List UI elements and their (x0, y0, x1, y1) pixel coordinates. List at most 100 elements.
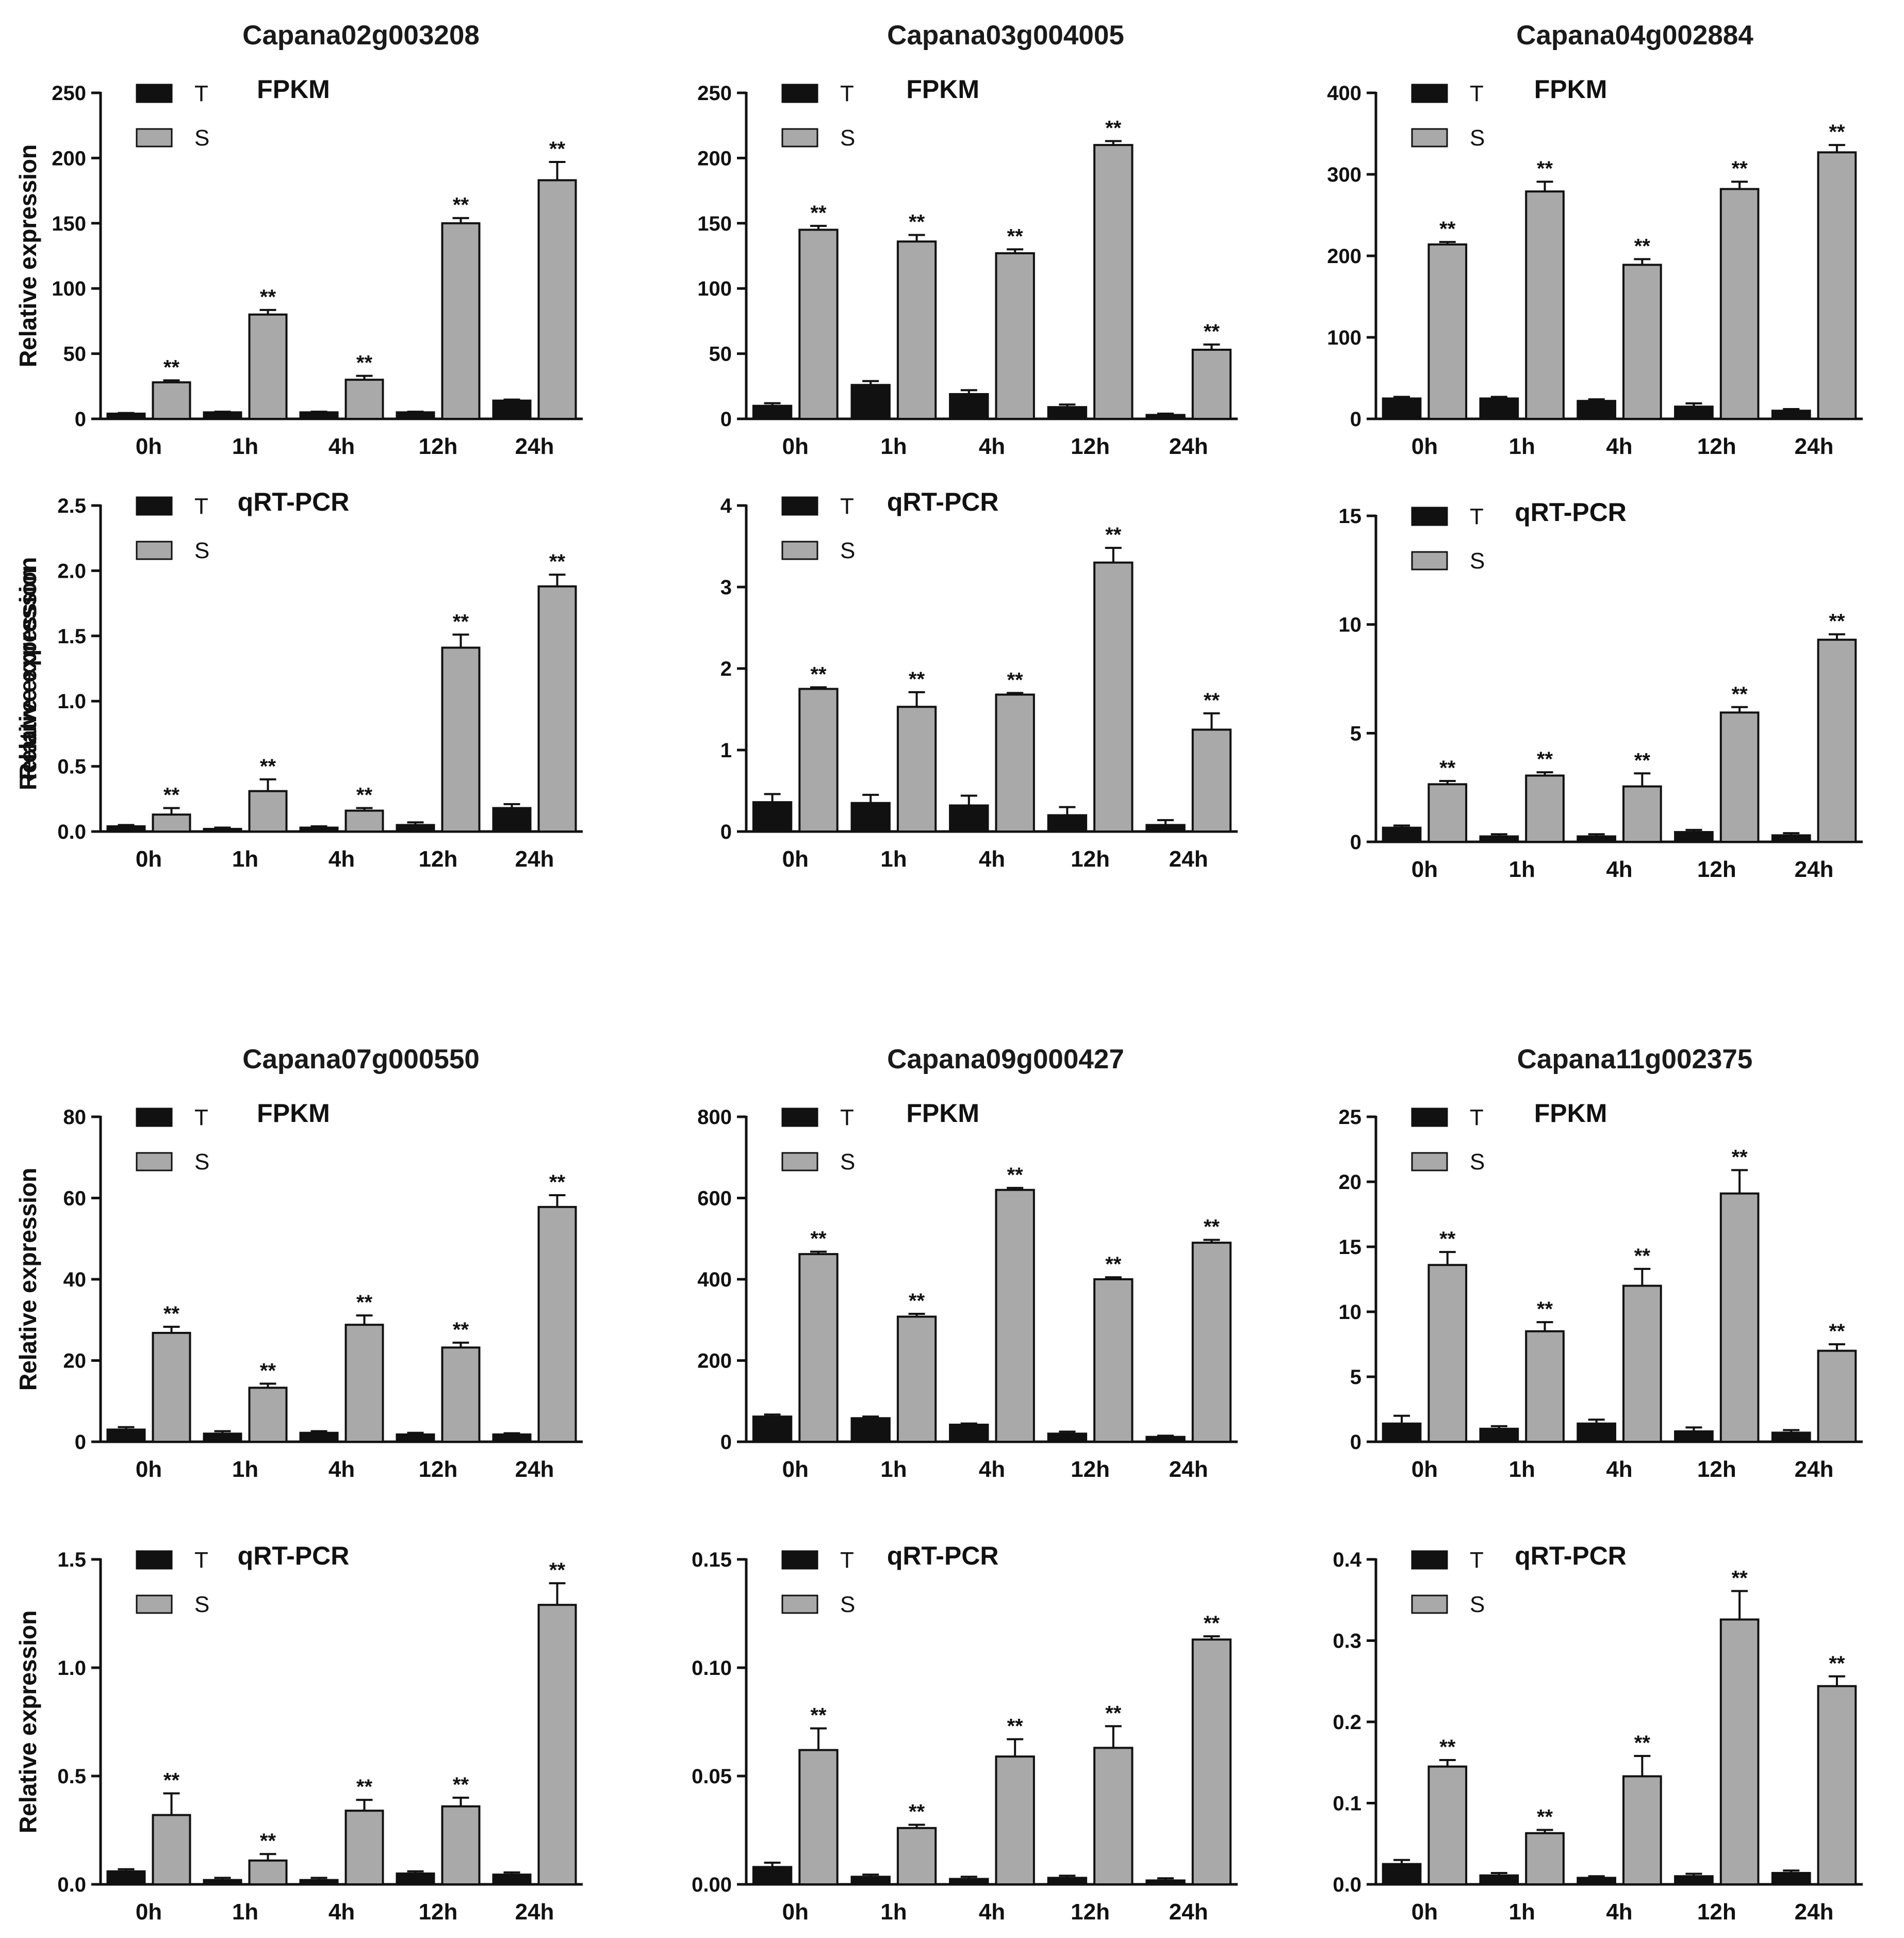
panel-10-significance: ** (356, 1776, 373, 1798)
panel-12-legend-label-s: S (1470, 1592, 1485, 1617)
panel-4-ytick-label: 1.0 (57, 690, 86, 713)
panel-3-significance: ** (1634, 235, 1651, 257)
panel-1-category-label: 1h (232, 434, 258, 459)
panel-10-ytick-label: 1.0 (57, 1657, 86, 1680)
panel-10-bar-s (152, 1814, 191, 1886)
panel-3-bar-s (1427, 243, 1468, 420)
panel-5-bar-s (1191, 728, 1232, 833)
panel-5-bar-t (1047, 814, 1088, 833)
gene-title-4: Capana07g000550 (242, 1044, 480, 1074)
panel-11-category-label: 0h (782, 1899, 809, 1925)
panel-8-significance: ** (1105, 1253, 1122, 1276)
panel-4-bar-t (396, 824, 435, 833)
panel-1-significance: ** (549, 138, 566, 160)
panel-11-bar-s (896, 1827, 937, 1886)
panel-6-bar-s (1525, 774, 1565, 843)
panel-7-legend-label-s: S (194, 1149, 209, 1175)
panel-3-significance: ** (1732, 157, 1748, 180)
panel-8-significance: ** (1204, 1216, 1220, 1239)
panel-11-legend-swatch-s (781, 1594, 818, 1614)
panel-10-legend-swatch-t (136, 1550, 173, 1570)
panel-4-significance: ** (453, 610, 469, 633)
panel-5-category-label: 24h (1169, 846, 1208, 872)
panel-12-legend-swatch-s (1411, 1594, 1448, 1614)
panel-9-legend-label-t: T (1470, 1105, 1484, 1130)
panel-8-category-label: 1h (880, 1457, 907, 1482)
panel-5-ytick-label: 0 (720, 821, 732, 843)
panel-7-bar-t (396, 1433, 435, 1443)
panel-5-legend-label-s: S (840, 538, 855, 563)
panel-9-significance: ** (1537, 1298, 1553, 1321)
panel-3-ytick-label: 100 (1327, 327, 1361, 349)
panel-7-significance: ** (453, 1318, 469, 1341)
panel-2-bar-s (798, 229, 839, 420)
panel-4-legend-swatch-s (136, 541, 173, 560)
panel-12-bar-t (1479, 1874, 1519, 1886)
panel-12-ytick-label: 0.3 (1333, 1630, 1361, 1653)
panel-8-legend-label-s: S (840, 1149, 855, 1175)
panel-1-ytick-label: 150 (52, 213, 86, 235)
panel-6-legend-label-s: S (1470, 548, 1485, 574)
panel-1-subtitle: FPKM (257, 75, 330, 104)
panel-1-ytick-label: 200 (52, 147, 86, 170)
panel-9-category-label: 4h (1606, 1457, 1632, 1482)
panel-6-category-label: 1h (1509, 857, 1535, 882)
panel-11-category-label: 24h (1169, 1899, 1208, 1925)
panel-1-significance: ** (260, 286, 276, 308)
panel-7-ytick-label: 60 (63, 1187, 87, 1210)
panel-11-significance: ** (1007, 1715, 1024, 1738)
panel-6-bar-t (1674, 831, 1714, 843)
panel-2-significance: ** (810, 202, 827, 224)
panel-3-legend-label-s: S (1470, 125, 1485, 151)
panel-12-category-label: 1h (1509, 1899, 1535, 1925)
panel-1-category-label: 4h (329, 434, 355, 459)
panel-7-legend-swatch-s (136, 1152, 173, 1171)
panel-8-bar-t (850, 1417, 891, 1443)
panel-10-category-label: 4h (329, 1899, 355, 1925)
panel-5-category-label: 4h (979, 846, 1005, 872)
panel-6-ytick-label: 15 (1339, 505, 1362, 528)
panel-9-ytick-label: 10 (1339, 1301, 1362, 1324)
panel-6-ytick-label: 5 (1350, 722, 1361, 745)
panel-6-bar-s (1427, 783, 1468, 843)
panel-2-legend-swatch-s (781, 128, 818, 148)
panel-5-legend-label-t: T (840, 494, 854, 519)
panel-2-ytick-label: 0 (720, 408, 732, 431)
panel-5-ytick-label: 4 (720, 495, 732, 517)
panel-11-significance: ** (810, 1704, 827, 1727)
panel-5-significance: ** (810, 663, 827, 686)
panel-9-bar-t (1771, 1431, 1811, 1443)
panel-4-significance: ** (163, 784, 180, 806)
panel-8-bar-s (798, 1253, 839, 1443)
panel-11-significance: ** (1105, 1702, 1122, 1724)
panel-4-ytick-label: 0.5 (57, 756, 86, 778)
panel-12-bar-t (1674, 1875, 1714, 1885)
panel-9-category-label: 0h (1411, 1457, 1438, 1482)
panel-6-category-label: 12h (1697, 857, 1736, 882)
panel-7-category-label: 12h (419, 1457, 458, 1482)
panel-10-bar-s (537, 1604, 577, 1885)
panel-2-ytick-label: 50 (709, 343, 732, 366)
panel-3-ytick-label: 400 (1327, 82, 1361, 105)
panel-11-category-label: 4h (979, 1899, 1005, 1925)
panel-9-bar-s (1817, 1349, 1857, 1443)
panel-6-ylabel: Relative expression (14, 567, 41, 790)
panel-12-bar-s (1622, 1775, 1662, 1885)
panel-12-category-label: 12h (1697, 1899, 1736, 1925)
panel-4-bar-t (492, 807, 532, 833)
panel-12-significance: ** (1829, 1652, 1845, 1675)
panel-3-bar-t (1382, 397, 1422, 420)
panel-6-bar-t (1382, 826, 1422, 843)
panel-5-ytick-label: 2 (720, 658, 732, 680)
panel-8-bar-s (1093, 1278, 1134, 1443)
panel-8-bar-t (949, 1423, 989, 1443)
panel-4-significance: ** (356, 784, 373, 806)
panel-4-bar-s (441, 646, 481, 833)
panel-11-ytick-label: 0.10 (692, 1657, 732, 1680)
panel-9-bar-s (1427, 1264, 1468, 1443)
panel-7-ytick-label: 40 (63, 1268, 87, 1291)
panel-5-category-label: 1h (880, 846, 907, 872)
panel-4-ytick-label: 0.0 (57, 821, 86, 843)
panel-10-bar-s (344, 1810, 384, 1885)
